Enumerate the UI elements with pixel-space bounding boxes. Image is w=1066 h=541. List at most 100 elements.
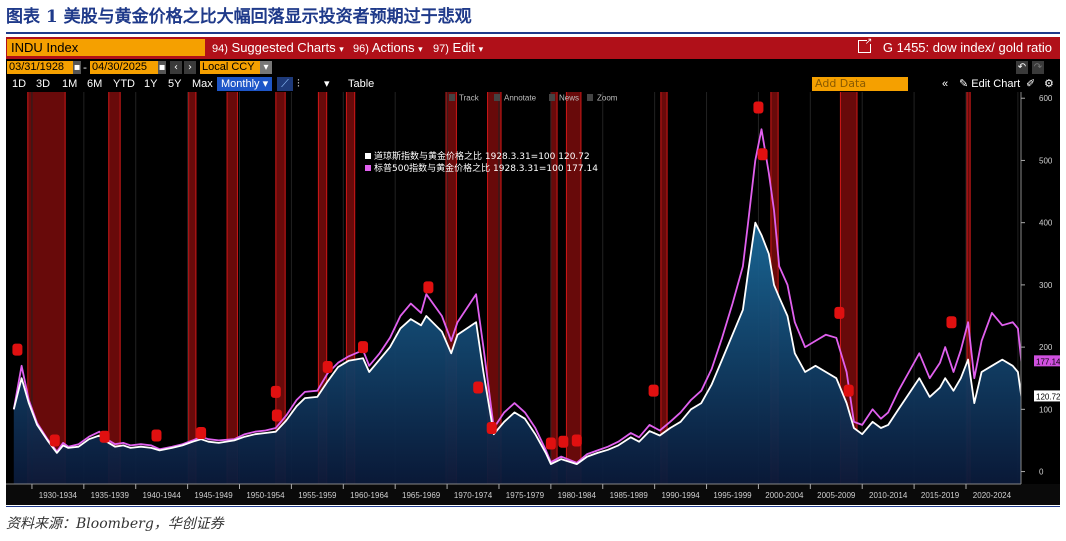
period-6m[interactable]: 6M — [87, 78, 103, 90]
recession-band — [446, 92, 457, 484]
peak-marker — [423, 281, 434, 294]
peak-marker — [571, 434, 582, 447]
recession-band — [967, 92, 971, 484]
period-max[interactable]: Max — [192, 78, 213, 90]
x-tick-label: 1955-1959 — [298, 491, 337, 500]
period-1d[interactable]: 1D — [12, 78, 27, 90]
peak-marker — [648, 384, 659, 397]
suggested-charts-menu[interactable]: 94) Suggested Charts ▾ — [212, 40, 344, 55]
source-note: 资料来源：Bloomberg，华创证券 — [6, 516, 224, 532]
last-value-box — [1034, 355, 1060, 367]
chevron-down-icon[interactable]: ▾ — [324, 78, 330, 90]
legend-entry: 道琼斯指数与黄金价格之比 1928.3.31=100 120.72 — [374, 150, 590, 162]
x-tick-label: 1940-1944 — [143, 491, 182, 500]
y-tick-label: 0 — [1039, 468, 1044, 477]
table-button[interactable]: Table — [348, 78, 375, 90]
pencil-icon[interactable]: ✐ — [1026, 78, 1036, 90]
edit-menu[interactable]: 97) Edit ▾ — [433, 40, 484, 55]
series-line-sp500 — [12, 128, 1023, 464]
period-1y[interactable]: 1Y — [144, 78, 158, 90]
x-tick-label: 2005-2009 — [817, 491, 856, 500]
peak-marker — [473, 381, 484, 394]
recession-band — [318, 92, 327, 484]
tool-track[interactable]: Track — [459, 94, 480, 103]
graph-title: ↗ G 1455: dow index/ gold ratio — [858, 37, 1052, 57]
gear-icon[interactable]: ⚙ — [1044, 78, 1054, 90]
x-tick-label: 1985-1989 — [610, 491, 649, 500]
recession-band — [550, 92, 558, 484]
tool-annotate[interactable]: Annotate — [504, 94, 537, 103]
recession-band — [566, 92, 581, 484]
edit-chart-button[interactable]: ✎ Edit Chart — [959, 78, 1021, 90]
x-tick-label: 2010-2014 — [869, 491, 908, 500]
currency-select[interactable]: Local CCY — [200, 61, 260, 74]
peak-marker — [753, 101, 764, 114]
toolbar: 1D 3D 1M 6M YTD 1Y 5Y Max Monthly ▾ ⟋ ⫶ … — [6, 76, 1060, 92]
peak-marker — [270, 385, 281, 398]
peak-marker — [99, 430, 110, 443]
bloomberg-panel: INDU Index 94) Suggested Charts ▾ 96) Ac… — [6, 37, 1060, 505]
y-tick-label: 500 — [1039, 156, 1053, 165]
x-tick-label: 1975-1979 — [506, 491, 545, 500]
peak-marker — [196, 426, 207, 439]
y-tick-label: 200 — [1039, 343, 1053, 352]
tool-icon — [449, 94, 455, 101]
y-axis-panel — [1021, 92, 1060, 505]
bottom-rule — [6, 506, 1060, 507]
tool-icon — [494, 94, 500, 101]
peak-marker — [358, 341, 369, 354]
last-value-label: 120.72 — [1036, 392, 1060, 401]
peak-marker — [486, 422, 497, 434]
recession-band — [188, 92, 196, 484]
x-tick-label: 1965-1969 — [402, 491, 441, 500]
collapse-icon[interactable]: « — [942, 78, 949, 90]
tool-zoom[interactable]: Zoom — [597, 94, 618, 103]
recession-band — [346, 92, 355, 484]
x-tick-label: 1930-1934 — [39, 491, 78, 500]
peak-marker — [545, 437, 556, 450]
recession-band — [108, 92, 121, 484]
title-rule — [6, 32, 1060, 34]
y-tick-label: 100 — [1039, 405, 1053, 414]
y-tick-label: 400 — [1039, 219, 1053, 228]
x-tick-label: 1970-1974 — [454, 491, 493, 500]
x-tick-label: 1935-1939 — [91, 491, 130, 500]
tool-icon — [549, 94, 555, 101]
period-ytd[interactable]: YTD — [113, 78, 135, 90]
chevron-down-icon[interactable]: ▾ — [260, 61, 272, 74]
period-1m[interactable]: 1M — [62, 78, 78, 90]
calendar-icon[interactable]: ▪ — [73, 61, 81, 74]
prev-arrow-icon[interactable]: ‹ — [170, 61, 182, 74]
x-tick-label: 1990-1994 — [661, 491, 700, 500]
actions-menu[interactable]: 96) Actions ▾ — [353, 40, 423, 55]
recession-band — [227, 92, 238, 484]
ticker-input[interactable]: INDU Index — [7, 39, 205, 56]
frequency-select[interactable]: Monthly ▾ — [217, 77, 273, 91]
redo-icon[interactable]: ↷ — [1032, 61, 1044, 74]
calendar-icon[interactable]: ▪ — [158, 61, 166, 74]
header-bar: INDU Index 94) Suggested Charts ▾ 96) Ac… — [6, 37, 1060, 59]
next-arrow-icon[interactable]: › — [184, 61, 196, 74]
x-tick-label: 2020-2024 — [973, 491, 1012, 500]
start-date-field[interactable]: 03/31/1928 — [7, 61, 73, 74]
date-range-bar: 03/31/1928 ▪ - 04/30/2025 ▪ ‹ › Local CC… — [6, 59, 1060, 76]
peak-marker — [322, 361, 333, 374]
chart-area[interactable]: 0 100 200 300 400 500 600 177.14 120.72 1930-1934… — [6, 92, 1060, 505]
external-link-icon[interactable]: ↗ — [858, 37, 874, 53]
undo-icon[interactable]: ↶ — [1016, 61, 1028, 74]
x-axis-panel — [6, 484, 1060, 505]
peak-marker — [558, 435, 569, 448]
recession-band — [660, 92, 668, 484]
x-tick-label: 2000-2004 — [765, 491, 804, 500]
period-5y[interactable]: 5Y — [168, 78, 182, 90]
line-chart-icon[interactable]: ⟋ — [277, 77, 293, 91]
x-tick-label: 1980-1984 — [558, 491, 597, 500]
peak-marker — [49, 434, 60, 447]
bar-type-icon[interactable]: ⫶ — [297, 78, 300, 90]
recession-band — [275, 92, 286, 484]
y-tick-label: 600 — [1039, 94, 1053, 103]
end-date-field[interactable]: 04/30/2025 — [90, 61, 158, 74]
add-data-input[interactable]: Add Data — [812, 77, 908, 91]
period-3d[interactable]: 3D — [36, 78, 51, 90]
tool-news[interactable]: News — [559, 94, 579, 103]
